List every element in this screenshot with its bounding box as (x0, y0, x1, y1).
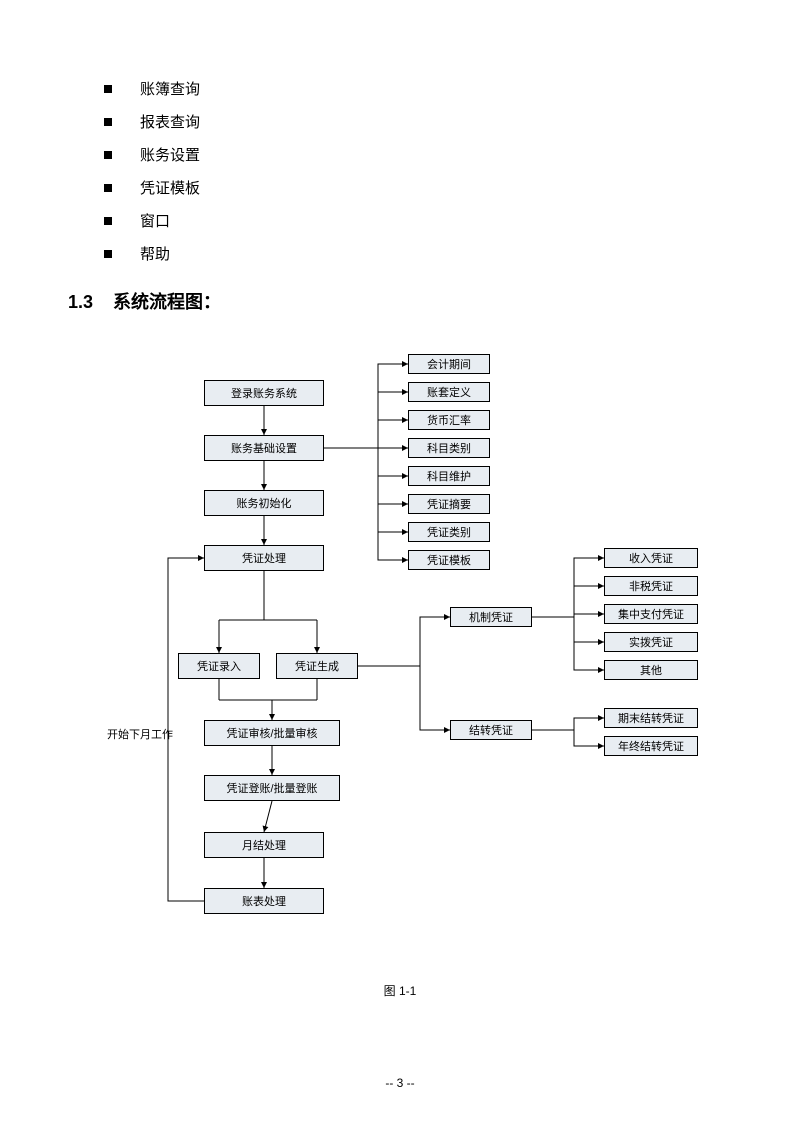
node-entry: 凭证录入 (178, 653, 260, 679)
loop-label: 开始下月工作 (107, 726, 173, 742)
bullet-square-icon (104, 250, 112, 258)
bullet-square-icon (104, 217, 112, 225)
bullet-item: 凭证模板 (104, 177, 200, 198)
section-heading: 1.3 系统流程图： (68, 288, 221, 314)
figure-caption: 图 1-1 (0, 982, 800, 999)
node-month: 月结处理 (204, 832, 324, 858)
bullet-text: 报表查询 (140, 111, 200, 132)
bullet-list: 账簿查询报表查询账务设置凭证模板窗口帮助 (104, 78, 200, 276)
node-audit: 凭证审核/批量审核 (204, 720, 340, 746)
bullet-text: 凭证模板 (140, 177, 200, 198)
node-income: 收入凭证 (604, 548, 698, 568)
node-mech: 机制凭证 (450, 607, 532, 627)
bullet-text: 账簿查询 (140, 78, 200, 99)
node-yend: 年终结转凭证 (604, 736, 698, 756)
bullet-square-icon (104, 151, 112, 159)
node-subcat: 科目类别 (408, 438, 490, 458)
node-summary: 凭证摘要 (408, 494, 490, 514)
node-vtmpl: 凭证模板 (408, 550, 490, 570)
bullet-text: 帮助 (140, 243, 170, 264)
node-report: 账表处理 (204, 888, 324, 914)
node-init: 账务初始化 (204, 490, 324, 516)
bullet-item: 账务设置 (104, 144, 200, 165)
node-gen: 凭证生成 (276, 653, 358, 679)
page-number: -- 3 -- (0, 1076, 800, 1090)
bullet-square-icon (104, 184, 112, 192)
node-carry: 结转凭证 (450, 720, 532, 740)
bullet-text: 账务设置 (140, 144, 200, 165)
node-book: 账套定义 (408, 382, 490, 402)
flowchart-connectors (0, 340, 800, 1020)
node-voucher: 凭证处理 (204, 545, 324, 571)
node-actual: 实拨凭证 (604, 632, 698, 652)
node-vcat: 凭证类别 (408, 522, 490, 542)
bullet-item: 账簿查询 (104, 78, 200, 99)
node-basics: 账务基础设置 (204, 435, 324, 461)
bullet-square-icon (104, 85, 112, 93)
bullet-square-icon (104, 118, 112, 126)
node-nontax: 非税凭证 (604, 576, 698, 596)
section-number: 1.3 (68, 292, 93, 312)
bullet-item: 报表查询 (104, 111, 200, 132)
node-curr: 货币汇率 (408, 410, 490, 430)
bullet-item: 窗口 (104, 210, 200, 231)
bullet-text: 窗口 (140, 210, 170, 231)
node-pend: 期末结转凭证 (604, 708, 698, 728)
section-title: 系统流程图： (113, 292, 221, 312)
bullet-item: 帮助 (104, 243, 200, 264)
node-central: 集中支付凭证 (604, 604, 698, 624)
node-submnt: 科目维护 (408, 466, 490, 486)
node-post: 凭证登账/批量登账 (204, 775, 340, 801)
flowchart: 开始下月工作 登录账务系统账务基础设置账务初始化凭证处理凭证录入凭证生成凭证审核… (0, 340, 800, 1020)
node-other: 其他 (604, 660, 698, 680)
node-login: 登录账务系统 (204, 380, 324, 406)
node-period: 会计期间 (408, 354, 490, 374)
